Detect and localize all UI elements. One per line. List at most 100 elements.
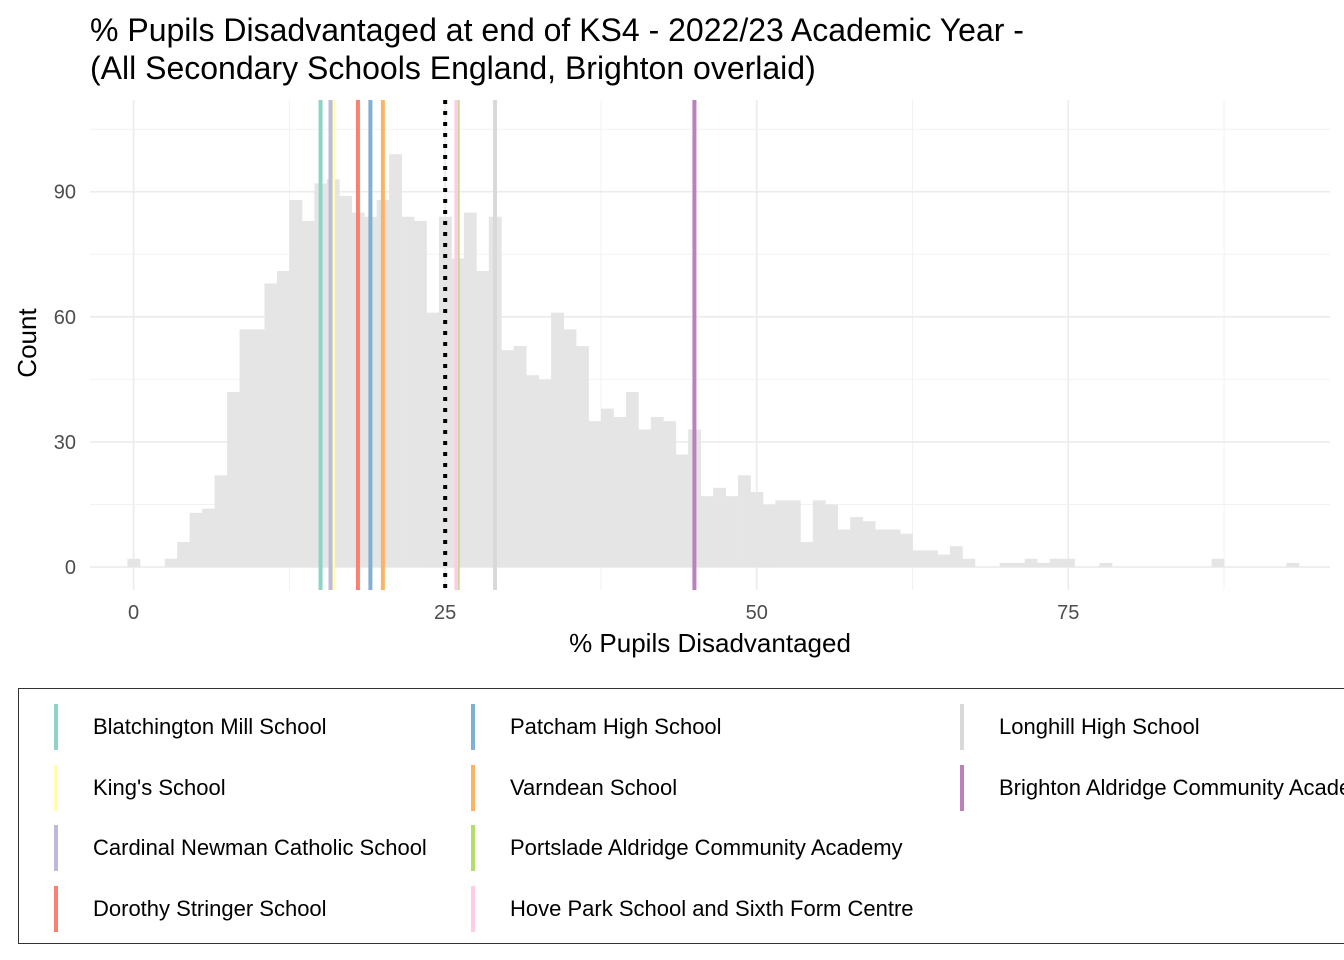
- histogram-bar: [875, 529, 888, 568]
- chart-title-line-1: % Pupils Disadvantaged at end of KS4 - 2…: [90, 12, 1024, 48]
- legend-item: Portslade Aldridge Community Academy: [471, 825, 903, 871]
- histogram-bar: [164, 558, 178, 568]
- legend-label: Dorothy Stringer School: [93, 896, 327, 921]
- histogram-bar: [239, 329, 253, 568]
- histogram-bar: [887, 529, 901, 568]
- histogram-bar: [738, 475, 751, 568]
- y-tick-label: 30: [54, 432, 76, 454]
- legend-label: Varndean School: [510, 775, 678, 800]
- histogram-bar: [563, 329, 577, 568]
- histogram-bar: [1024, 558, 1038, 568]
- legend-label: Portslade Aldridge Community Academy: [510, 835, 903, 860]
- histogram-bar: [1012, 562, 1026, 568]
- histogram-bar: [625, 391, 639, 568]
- legend-swatch: [471, 704, 475, 750]
- legend-swatch: [471, 825, 475, 871]
- legend-item: Brighton Aldridge Community Academy: [960, 765, 1344, 811]
- x-tick-label: 25: [434, 602, 456, 624]
- legend-item: Cardinal Newman Catholic School: [54, 825, 427, 871]
- histogram-bar: [600, 408, 614, 568]
- legend-swatch: [960, 704, 964, 750]
- legend-swatch: [54, 765, 58, 811]
- histogram-bar: [937, 554, 951, 568]
- histogram-bar: [189, 512, 203, 568]
- x-tick-label: 0: [128, 602, 139, 624]
- legend-item: Longhill High School: [960, 704, 1200, 750]
- histogram-bar: [638, 429, 652, 568]
- histogram-bar: [999, 562, 1013, 568]
- legend: Blatchington Mill School King's School Car…: [18, 688, 1344, 944]
- histogram-bar: [501, 350, 515, 568]
- x-axis-title: % Pupils Disadvantaged: [569, 628, 851, 658]
- histogram-bar: [127, 558, 141, 568]
- histogram-bar: [401, 216, 415, 568]
- chart-title-line-2: (All Secondary Schools England, Brighton…: [90, 50, 816, 86]
- histogram-bar: [301, 220, 315, 568]
- legend-label: Cardinal Newman Catholic School: [93, 835, 427, 860]
- histogram-bar: [414, 220, 427, 568]
- histogram-bar: [214, 475, 228, 568]
- histogram-bar: [526, 375, 540, 568]
- histogram-bar: [812, 500, 826, 568]
- histogram-bar: [202, 508, 216, 568]
- legend-item: Patcham High School: [471, 704, 722, 750]
- legend-swatch: [471, 765, 475, 811]
- legend-label: King's School: [93, 775, 226, 800]
- histogram-bar: [825, 504, 839, 568]
- histogram-bar: [1099, 562, 1113, 568]
- y-axis-ticks: 0 30 60 90: [54, 182, 76, 579]
- histogram-bar: [289, 200, 303, 568]
- legend-item: Blatchington Mill School: [54, 704, 327, 750]
- legend-label: Blatchington Mill School: [93, 714, 327, 739]
- y-axis-title: Count: [12, 308, 42, 378]
- histogram-bar: [576, 346, 589, 568]
- histogram-bar: [264, 283, 278, 568]
- histogram-bar: [438, 216, 452, 568]
- histogram-chart: 0 25 50 75 0 30 60 90 % Pupils Disadvantaged C…: [12, 100, 1330, 658]
- histogram-bar: [837, 529, 851, 568]
- histogram-bar: [613, 416, 627, 568]
- histogram-bar: [650, 416, 664, 568]
- histogram-bar: [1049, 558, 1063, 568]
- y-tick-label: 0: [65, 557, 76, 579]
- histogram-bar: [389, 154, 402, 568]
- histogram-bar: [700, 496, 714, 568]
- histogram-bar: [800, 542, 814, 568]
- histogram-bar: [762, 504, 776, 568]
- y-tick-label: 60: [54, 307, 76, 329]
- histogram-bar: [924, 550, 938, 568]
- legend-item: King's School: [54, 765, 226, 811]
- histogram-bar: [588, 421, 602, 568]
- histogram-bar: [787, 500, 801, 568]
- histogram-bar: [463, 212, 477, 568]
- histogram-bar: [252, 329, 265, 568]
- histogram-bar: [339, 195, 353, 568]
- legend-swatch: [54, 825, 58, 871]
- histogram-bar: [725, 496, 739, 568]
- legend-item: Varndean School: [471, 765, 677, 811]
- legend-swatch: [471, 886, 475, 932]
- legend-swatch: [960, 765, 964, 811]
- x-tick-label: 50: [746, 602, 768, 624]
- legend-item: Hove Park School and Sixth Form Centre: [471, 886, 914, 932]
- histogram-bar: [713, 487, 726, 568]
- legend-label: Brighton Aldridge Community Academy: [999, 775, 1344, 800]
- legend-swatch: [54, 886, 58, 932]
- histogram-bar: [276, 270, 290, 568]
- x-tick-label: 75: [1057, 602, 1079, 624]
- histogram-bar: [1037, 562, 1050, 568]
- histogram-bar: [900, 533, 913, 568]
- y-tick-label: 90: [54, 182, 76, 204]
- histogram-bar: [426, 312, 440, 568]
- legend-label: Longhill High School: [999, 714, 1200, 739]
- histogram-bar: [551, 312, 564, 568]
- histogram-bars: [127, 154, 1300, 568]
- histogram-bar: [862, 521, 876, 568]
- histogram-bar: [177, 542, 191, 568]
- legend-swatch: [54, 704, 58, 750]
- histogram-bar: [1062, 558, 1075, 568]
- histogram-bar: [476, 270, 490, 568]
- histogram-bar: [949, 546, 963, 568]
- histogram-bar: [912, 550, 926, 568]
- histogram-bar: [750, 492, 764, 568]
